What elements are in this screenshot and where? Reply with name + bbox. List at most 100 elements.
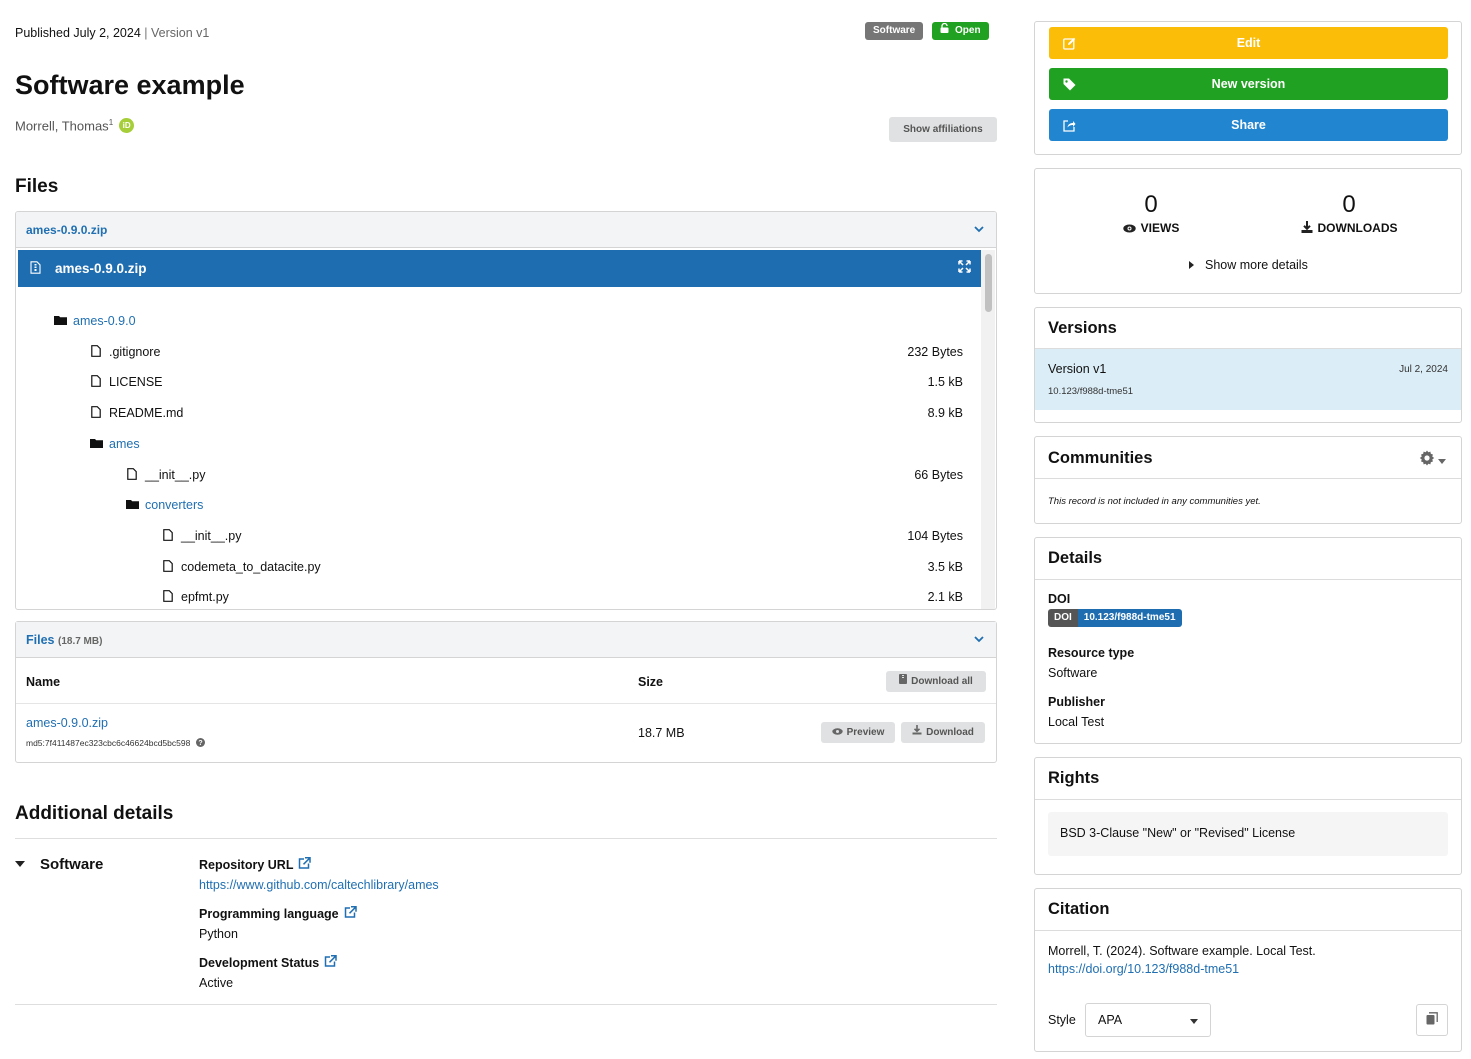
share-button[interactable]: Share [1049, 109, 1448, 141]
file-download-link[interactable]: ames-0.9.0.zip [26, 716, 108, 730]
citation-style-select[interactable]: APA [1085, 1003, 1211, 1037]
copy-citation-button[interactable] [1416, 1004, 1448, 1036]
downloads-stat: 0 DOWNLOADS [1293, 191, 1405, 236]
file-size: 2.1 kB [927, 590, 963, 604]
file-icon [162, 528, 174, 544]
file-row: __init__.py [162, 526, 241, 546]
expand-icon[interactable] [958, 260, 971, 276]
citation-doi-link[interactable]: https://doi.org/10.123/f988d-tme51 [1048, 962, 1240, 976]
divider [1035, 930, 1461, 931]
views-count: 0 [1144, 191, 1158, 218]
gear-icon [1419, 450, 1435, 469]
files-total-size: (18.7 MB) [57, 635, 103, 647]
download-all-label: Download all [911, 676, 973, 687]
eye-icon [831, 722, 843, 743]
pencil-icon [1059, 27, 1079, 59]
software-group-toggle[interactable]: Software [15, 856, 103, 873]
repository-url-link[interactable]: https://www.github.com/caltechlibrary/am… [199, 878, 439, 892]
file-size: 232 Bytes [907, 345, 963, 359]
show-affiliations-button[interactable]: Show affiliations [889, 117, 997, 142]
doi-label: DOI [1048, 592, 1071, 606]
details-title: Details [1048, 549, 1103, 567]
folder-icon [54, 314, 67, 328]
separator: | [144, 26, 148, 40]
files-table-header: Name Size Download all [16, 659, 996, 704]
preview-filename[interactable]: ames-0.9.0.zip [26, 222, 108, 237]
repository-url-entry: Repository URL https://www.github.com/ca… [199, 857, 439, 892]
external-link-icon[interactable] [298, 857, 312, 872]
chevron-down-icon[interactable] [974, 224, 984, 236]
share-label: Share [1231, 118, 1266, 132]
download-icon [912, 722, 922, 743]
preview-scrollbar[interactable] [981, 250, 995, 609]
preview-label: Preview [846, 727, 885, 739]
folder-name[interactable]: ames-0.9.0 [73, 314, 136, 328]
version-date: Jul 2, 2024 [1399, 364, 1448, 375]
files-table-title[interactable]: Files [26, 632, 55, 647]
page-title: Software example [15, 70, 245, 100]
eye-icon [1122, 222, 1136, 236]
show-more-details-toggle[interactable]: Show more details [1189, 258, 1308, 272]
version-doi: 10.123/f988d-tme51 [1048, 386, 1134, 397]
folder-name[interactable]: converters [145, 498, 204, 512]
citation-style-value: APA [1098, 1013, 1123, 1027]
file-name: codemeta_to_datacite.py [181, 560, 321, 574]
access-status-label: Open [955, 25, 981, 36]
actions-card: Edit New version Share [1034, 21, 1462, 155]
file-name: __init__.py [145, 468, 206, 482]
citation-style-label: Style [1048, 1013, 1076, 1027]
development-status-entry: Development Status Active [199, 955, 337, 990]
downloads-count: 0 [1342, 191, 1356, 218]
resource-type-badge: Software [865, 22, 924, 40]
version-name[interactable]: Version v1 [1048, 362, 1107, 376]
doi-badge-value[interactable]: 10.123/f988d-tme51 [1077, 609, 1182, 627]
publisher-label: Publisher [1048, 695, 1105, 709]
file-row: README.md [90, 403, 183, 423]
download-all-button[interactable]: Download all [886, 671, 986, 692]
folder-row[interactable]: converters [126, 495, 203, 515]
file-row: .gitignore [90, 342, 160, 362]
file-row: LICENSE [90, 372, 163, 392]
chevron-down-icon[interactable] [974, 634, 984, 646]
download-button[interactable]: Download [901, 722, 985, 743]
file-name: README.md [109, 406, 184, 420]
external-link-icon[interactable] [324, 955, 337, 970]
communities-title: Communities [1048, 449, 1153, 467]
files-accordion-header[interactable]: Files (18.7 MB) [16, 622, 996, 658]
caret-down-icon[interactable] [15, 859, 25, 870]
preview-scrollbar-thumb[interactable] [985, 254, 992, 312]
folder-row[interactable]: ames-0.9.0 [54, 311, 136, 331]
question-icon[interactable]: ? [195, 738, 205, 749]
orcid-icon[interactable]: iD [119, 118, 135, 134]
license-name[interactable]: BSD 3-Clause "New" or "Revised" License [1060, 826, 1296, 840]
external-link-icon[interactable] [344, 906, 357, 921]
file-size: 8.9 kB [927, 406, 963, 420]
doi-badge[interactable]: DOI 10.123/f988d-tme51 [1048, 609, 1182, 627]
additional-details-heading: Additional details [15, 803, 174, 824]
files-table-panel: Files (18.7 MB) Name Size Download all a… [15, 621, 997, 763]
file-icon [90, 405, 102, 421]
folder-name[interactable]: ames [109, 437, 140, 451]
details-card: Details DOI DOI 10.123/f988d-tme51 Resou… [1034, 537, 1462, 744]
preview-accordion-header[interactable]: ames-0.9.0.zip [16, 212, 996, 248]
folder-row[interactable]: ames [90, 434, 140, 454]
author-link[interactable]: Morrell, Thomas [15, 118, 109, 134]
communities-menu[interactable] [1419, 450, 1446, 469]
file-icon [162, 589, 174, 605]
folder-icon [126, 498, 139, 512]
preview-file-bar: ames-0.9.0.zip [18, 250, 981, 287]
file-md5: md5:7f411487ec323cbc6c46624bcd5bc598 [26, 738, 191, 748]
stats-card: 0 VIEWS 0 DOWNLOADS Show more details [1034, 168, 1462, 294]
divider [15, 838, 997, 839]
resource-type-value: Software [1048, 666, 1098, 680]
new-version-button[interactable]: New version [1049, 68, 1448, 100]
citation-title: Citation [1048, 900, 1110, 918]
affiliation-marker: 1 [108, 118, 114, 127]
download-label: Download [926, 727, 974, 739]
preview-button[interactable]: Preview [821, 722, 895, 743]
edit-button[interactable]: Edit [1049, 27, 1448, 59]
version-item[interactable]: Version v1 Jul 2, 2024 10.123/f988d-tme5… [1035, 349, 1461, 410]
rights-title: Rights [1048, 769, 1100, 787]
col-size-header: Size [638, 675, 664, 689]
license-item[interactable]: BSD 3-Clause "New" or "Revised" License [1048, 812, 1448, 856]
